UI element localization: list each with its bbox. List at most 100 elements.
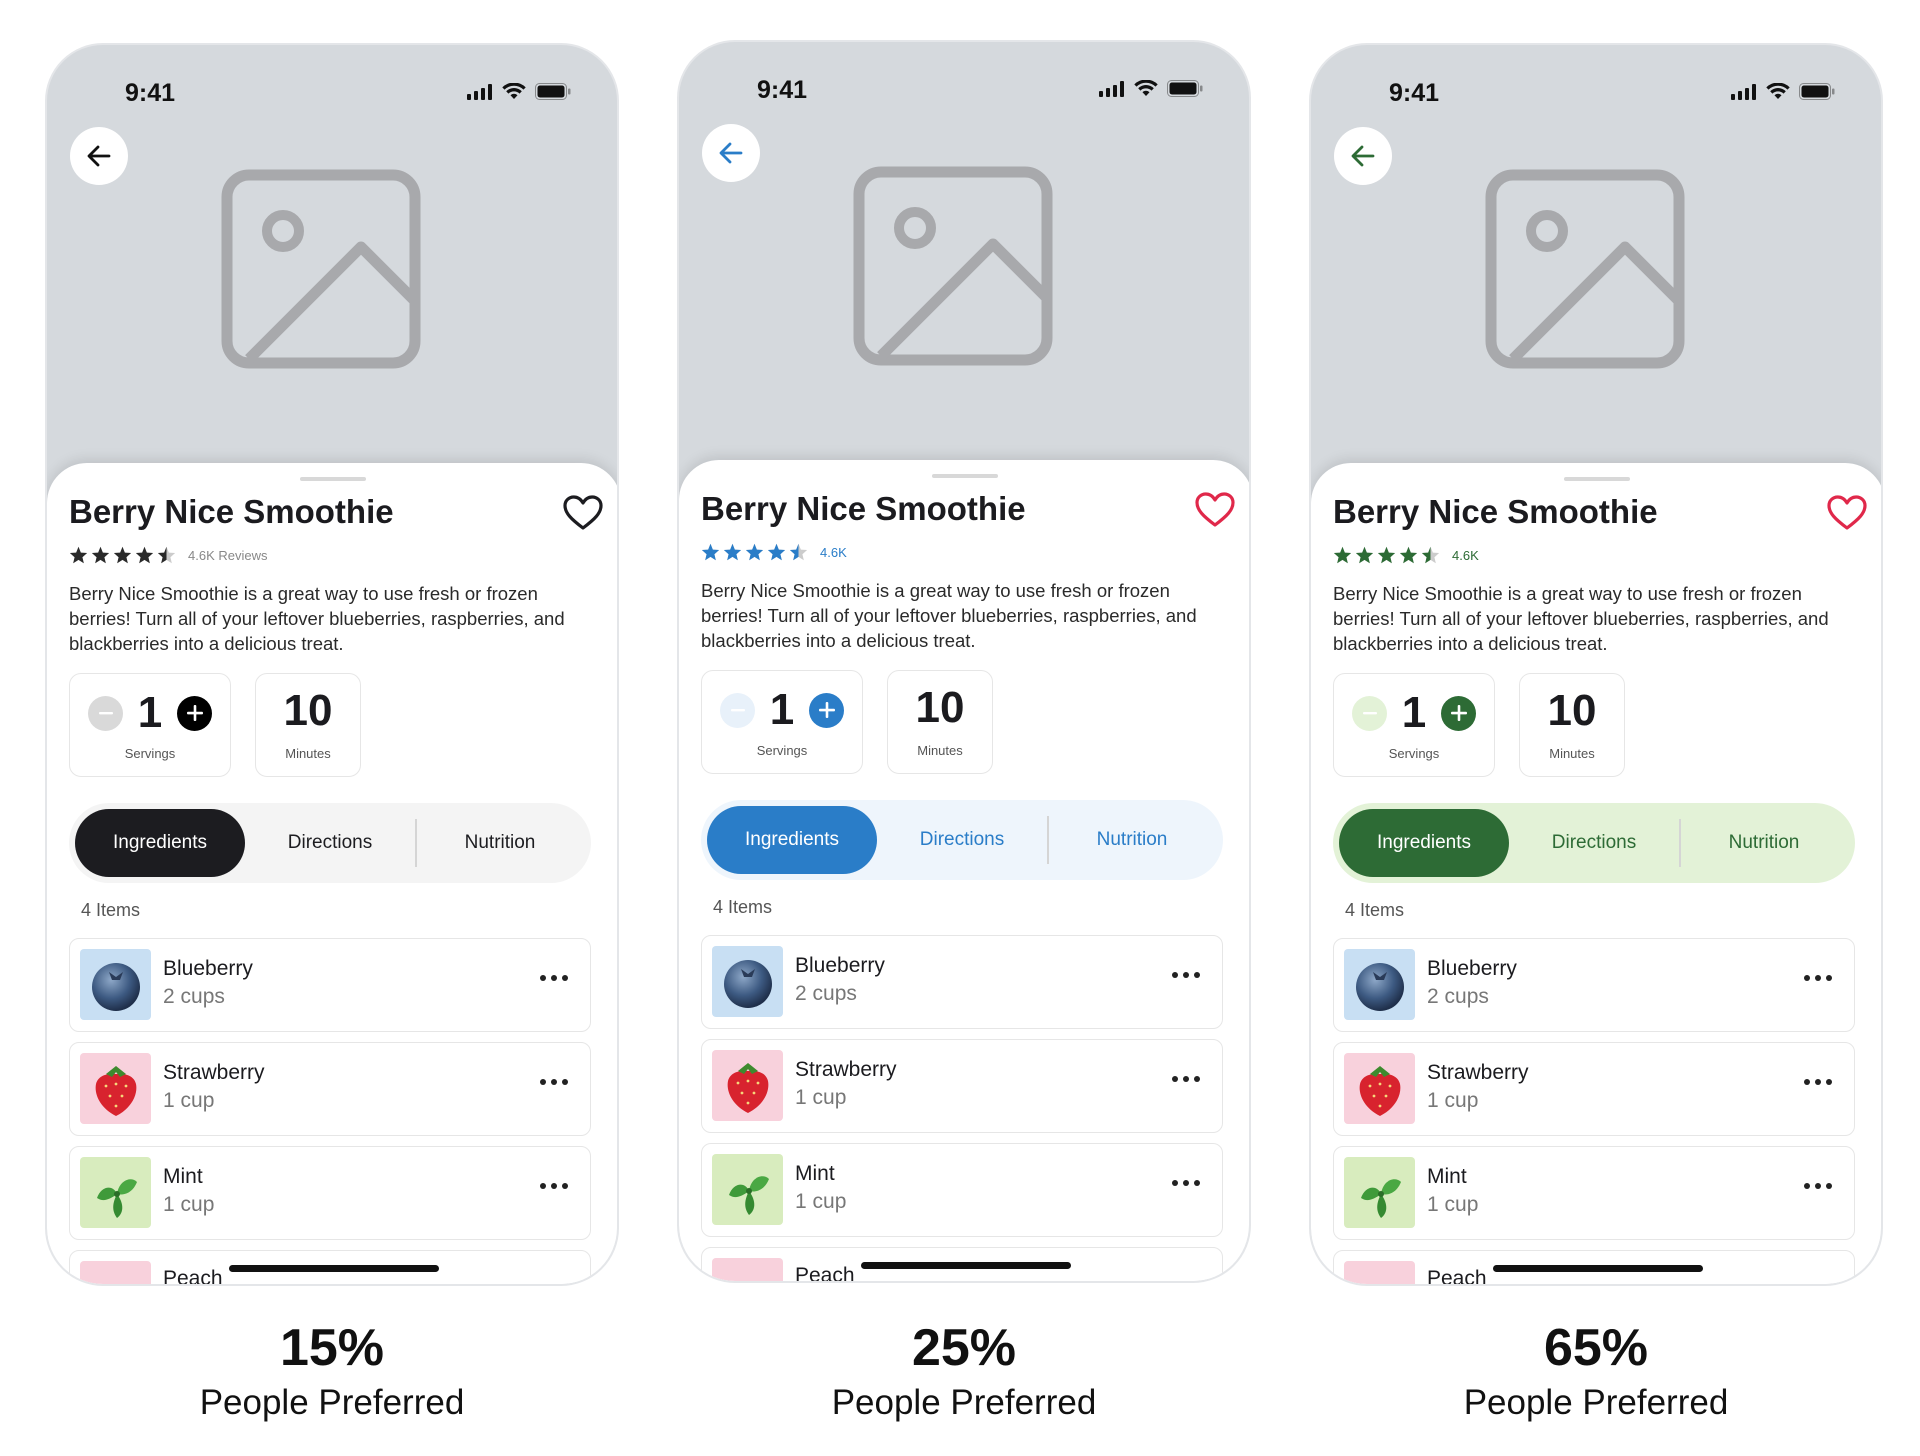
more-options-icon[interactable] bbox=[540, 1183, 568, 1189]
favorite-heart-icon[interactable] bbox=[1195, 492, 1235, 528]
star-icon bbox=[1333, 546, 1352, 564]
plus-icon bbox=[186, 705, 203, 721]
more-options-icon[interactable] bbox=[540, 975, 568, 981]
ingredient-row-blueberry[interactable]: Blueberry 2 cups bbox=[69, 938, 591, 1032]
sheet-grabber[interactable] bbox=[300, 477, 366, 481]
battery-icon bbox=[1799, 83, 1835, 100]
minus-button[interactable] bbox=[720, 692, 755, 728]
mint-leaf-icon bbox=[728, 1175, 769, 1215]
status-time: 9:41 bbox=[125, 79, 176, 107]
image-placeholder-icon bbox=[1485, 169, 1685, 369]
ingredient-row-blueberry[interactable]: Blueberry 2 cups bbox=[1333, 938, 1855, 1032]
battery-icon bbox=[535, 83, 571, 100]
more-options-icon[interactable] bbox=[1804, 975, 1832, 981]
more-options-icon[interactable] bbox=[1172, 1180, 1200, 1186]
status-bar: 9:41 bbox=[47, 73, 617, 113]
more-options-icon[interactable] bbox=[1172, 1076, 1200, 1082]
recipe-sheet: Berry Nice Smoothie 4.6K Berry Nice Smoo… bbox=[1311, 463, 1881, 1286]
ingredient-row-blueberry[interactable]: Blueberry 2 cups bbox=[701, 935, 1223, 1029]
plus-button[interactable] bbox=[177, 695, 212, 731]
ingredient-name: Blueberry bbox=[795, 954, 885, 977]
tab-ingredients[interactable]: Ingredients bbox=[75, 809, 245, 877]
recipe-sheet: Berry Nice Smoothie 4.6K Berry Nice Smoo… bbox=[679, 460, 1249, 1281]
tab-ingredients[interactable]: Ingredients bbox=[707, 806, 877, 874]
servings-card: 1 Servings bbox=[69, 673, 231, 777]
ingredient-row-mint[interactable]: Mint 1 cup bbox=[69, 1146, 591, 1240]
segmented-tabs: Ingredients Directions Nutrition bbox=[701, 800, 1223, 880]
sheet-grabber[interactable] bbox=[1564, 477, 1630, 481]
ingredient-quantity: 1 cup bbox=[1427, 1089, 1479, 1112]
back-button[interactable] bbox=[1334, 127, 1392, 185]
star-icon bbox=[113, 546, 132, 564]
ingredient-row-strawberry[interactable]: Strawberry 1 cup bbox=[1333, 1042, 1855, 1136]
review-count: 4.6K bbox=[1452, 547, 1479, 563]
servings-stepper: 1 bbox=[702, 685, 862, 735]
minus-button[interactable] bbox=[1352, 695, 1387, 731]
image-placeholder-icon bbox=[853, 166, 1053, 366]
ingredient-quantity: 2 cups bbox=[795, 982, 857, 1005]
signal-icon bbox=[467, 83, 492, 100]
tab-directions[interactable]: Directions bbox=[287, 832, 373, 853]
back-button[interactable] bbox=[70, 127, 128, 185]
tab-directions[interactable]: Directions bbox=[1551, 832, 1637, 853]
minutes-card: 10 Minutes bbox=[887, 670, 993, 774]
arrow-left-icon bbox=[87, 145, 111, 167]
ingredient-row-mint[interactable]: Mint 1 cup bbox=[701, 1143, 1223, 1237]
servings-stepper: 1 bbox=[1334, 688, 1494, 738]
star-icon bbox=[701, 543, 720, 561]
back-button[interactable] bbox=[702, 124, 760, 182]
home-indicator bbox=[1493, 1265, 1703, 1272]
peach-thumbnail bbox=[712, 1258, 783, 1281]
battery-icon bbox=[1167, 80, 1203, 97]
items-count: 4 Items bbox=[1345, 900, 1405, 920]
mint-thumbnail bbox=[1344, 1157, 1415, 1228]
minutes-label: Minutes bbox=[285, 746, 331, 761]
tab-nutrition[interactable]: Nutrition bbox=[1047, 806, 1217, 874]
tab-nutrition[interactable]: Nutrition bbox=[1679, 809, 1849, 877]
preference-percent: 65% bbox=[1543, 1319, 1649, 1377]
ingredient-name: Peach bbox=[1427, 1267, 1487, 1286]
ingredient-quantity: 2 cups bbox=[163, 985, 225, 1008]
ingredient-row-strawberry[interactable]: Strawberry 1 cup bbox=[69, 1042, 591, 1136]
ingredient-name: Peach bbox=[163, 1267, 223, 1286]
servings-label: Servings bbox=[1388, 746, 1440, 761]
mint-thumbnail bbox=[712, 1154, 783, 1225]
preference-label: People Preferred bbox=[199, 1383, 465, 1422]
phone-mockup: 9:41 Berry Nice Smoothie 4.6K Reviews Be… bbox=[45, 43, 619, 1286]
ingredient-row-strawberry[interactable]: Strawberry 1 cup bbox=[701, 1039, 1223, 1133]
recipe-title: Berry Nice Smoothie bbox=[701, 490, 1026, 527]
more-options-icon[interactable] bbox=[1804, 1079, 1832, 1085]
more-options-icon[interactable] bbox=[1172, 972, 1200, 978]
more-options-icon[interactable] bbox=[540, 1079, 568, 1085]
star-icon bbox=[69, 546, 88, 564]
favorite-heart-icon[interactable] bbox=[563, 495, 603, 531]
recipe-description: Berry Nice Smoothie is a great way to us… bbox=[69, 583, 565, 654]
tab-nutrition[interactable]: Nutrition bbox=[415, 809, 585, 877]
blueberry-thumbnail bbox=[80, 949, 151, 1020]
star-rating bbox=[1333, 546, 1440, 564]
servings-value: 1 bbox=[769, 685, 795, 734]
minutes-label: Minutes bbox=[1549, 746, 1595, 761]
ingredient-name: Strawberry bbox=[163, 1061, 265, 1084]
servings-card: 1 Servings bbox=[701, 670, 863, 774]
home-indicator bbox=[861, 1262, 1071, 1269]
plus-button[interactable] bbox=[809, 692, 844, 728]
image-placeholder-icon bbox=[221, 169, 421, 369]
ingredient-name: Blueberry bbox=[1427, 957, 1517, 980]
rating: 4.6K bbox=[701, 543, 847, 561]
tab-directions[interactable]: Directions bbox=[919, 829, 1005, 850]
blueberry-icon bbox=[723, 959, 772, 1008]
plus-icon bbox=[818, 702, 835, 718]
minutes-card: 10 Minutes bbox=[1519, 673, 1625, 777]
more-options-icon[interactable] bbox=[1804, 1183, 1832, 1189]
minus-button[interactable] bbox=[88, 695, 123, 731]
sheet-grabber[interactable] bbox=[932, 474, 998, 478]
tab-ingredients[interactable]: Ingredients bbox=[1339, 809, 1509, 877]
status-time: 9:41 bbox=[1389, 79, 1440, 107]
ingredient-row-mint[interactable]: Mint 1 cup bbox=[1333, 1146, 1855, 1240]
preference-label: People Preferred bbox=[831, 1383, 1097, 1422]
ingredient-quantity: 1 cup bbox=[163, 1089, 215, 1112]
signal-icon bbox=[1731, 83, 1756, 100]
favorite-heart-icon[interactable] bbox=[1827, 495, 1867, 531]
plus-button[interactable] bbox=[1441, 695, 1476, 731]
